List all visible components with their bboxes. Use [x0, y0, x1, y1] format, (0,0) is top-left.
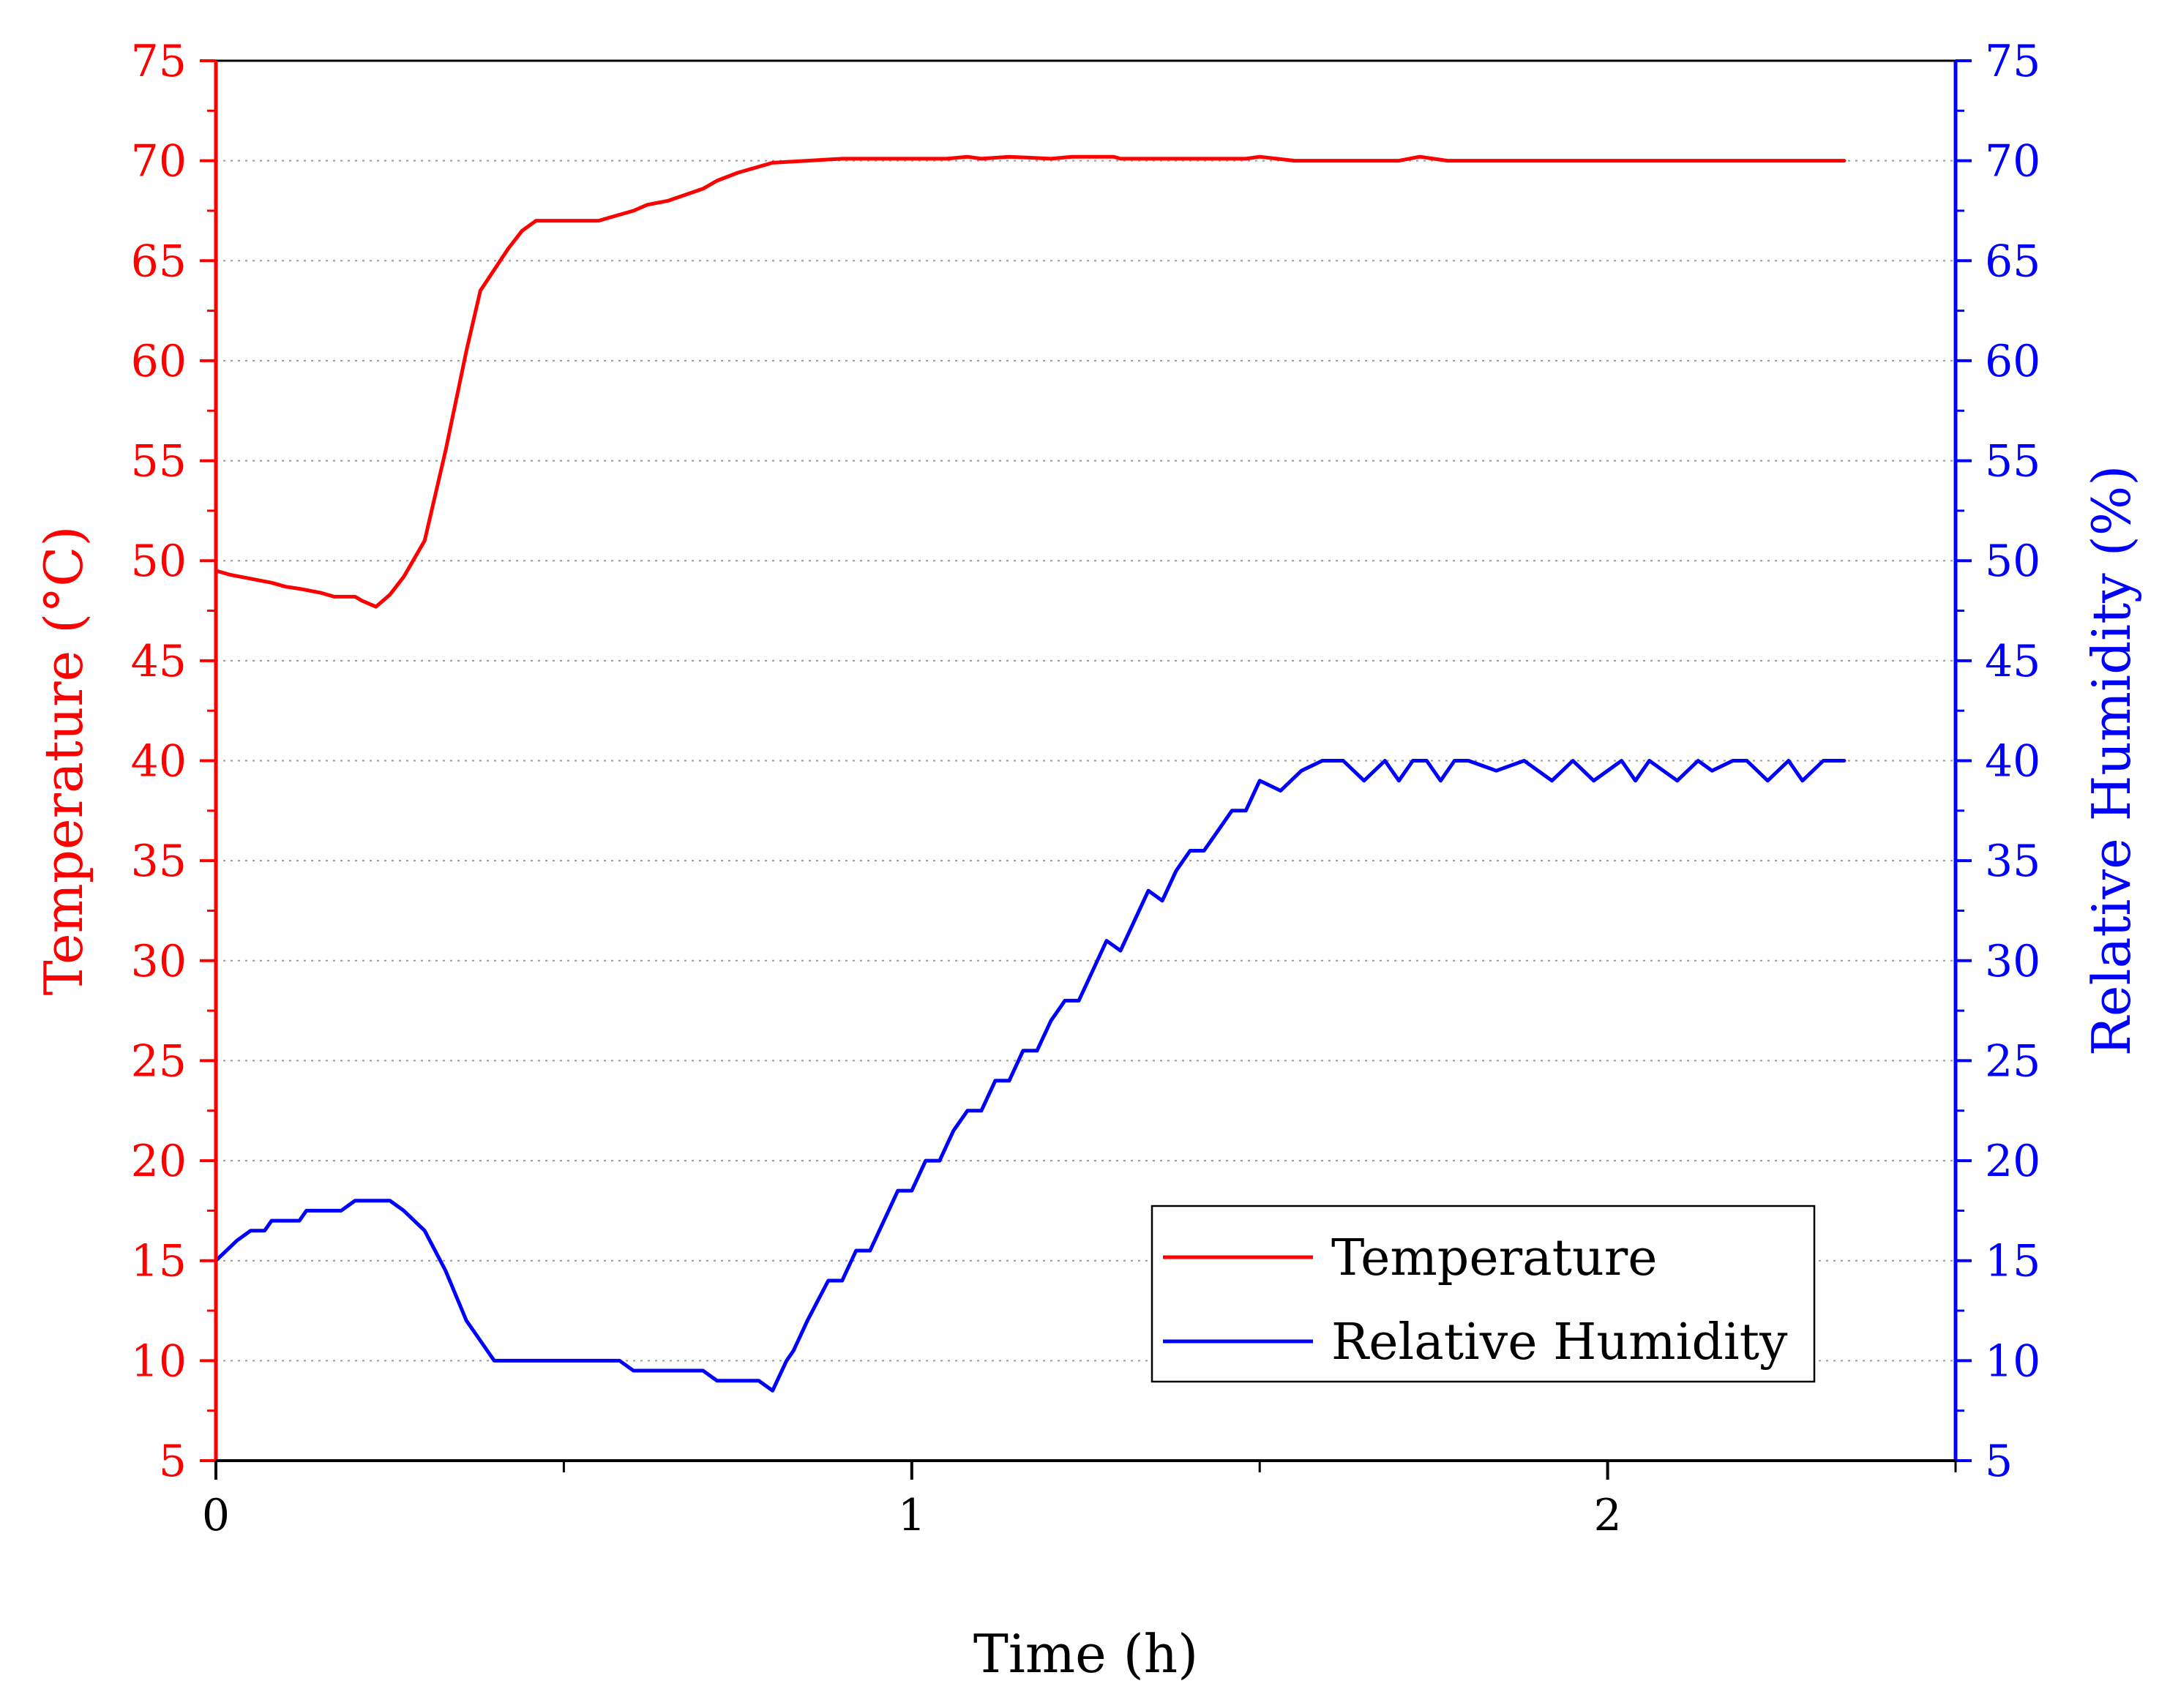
y-right-tick-label: 40 — [1985, 736, 2040, 787]
y-left-tick-label: 20 — [131, 1136, 187, 1187]
y-right-tick-label: 20 — [1985, 1136, 2040, 1187]
y-left-tick-label: 75 — [131, 36, 187, 87]
y-left-tick-label: 25 — [131, 1035, 187, 1087]
y-right-tick-label: 10 — [1985, 1336, 2040, 1387]
x-axis-title: Time (h) — [973, 1623, 1198, 1685]
y-left-tick-label: 30 — [131, 936, 187, 987]
series-line-temperature — [214, 154, 1847, 609]
y-left-tick-label: 70 — [131, 136, 187, 187]
x-tick-label: 2 — [1594, 1490, 1622, 1541]
y-axis-right-title: Relative Humidity (%) — [2081, 465, 2142, 1057]
y-left-tick-label: 5 — [159, 1436, 187, 1487]
series-line-relative-humidity — [214, 759, 1847, 1393]
y-right-tick-label: 70 — [1985, 136, 2040, 187]
y-left-tick-label: 60 — [131, 336, 187, 387]
y-left-tick-label: 55 — [131, 436, 187, 487]
y-axis-left-title: Temperature (°C) — [33, 526, 94, 996]
y-left-tick-label: 65 — [131, 236, 187, 287]
y-right-tick-label: 45 — [1985, 636, 2040, 687]
y-right-tick-label: 55 — [1985, 436, 2040, 487]
y-right-tick-label: 60 — [1985, 336, 2040, 387]
series-lines — [214, 154, 1847, 1393]
legend: Temperature Relative Humidity — [1151, 1205, 1816, 1383]
y-left-tick-label: 40 — [131, 736, 187, 787]
legend-label-temperature: Temperature — [1331, 1229, 1658, 1287]
y-left-tick-label: 45 — [131, 636, 187, 687]
y-right-tick-label: 15 — [1985, 1236, 2040, 1287]
legend-box — [1151, 1205, 1816, 1383]
y-right-tick-label: 30 — [1985, 936, 2040, 987]
y-right-tick-label: 50 — [1985, 536, 2040, 587]
y-left-tick-label: 10 — [131, 1336, 187, 1387]
y-right-tick-label: 35 — [1985, 836, 2040, 887]
y-left-tick-label: 50 — [131, 536, 187, 587]
y-right-tick-label: 5 — [1985, 1436, 2013, 1487]
legend-label-relative-humidity: Relative Humidity — [1331, 1314, 1788, 1371]
y-right-tick-label: 25 — [1985, 1035, 2040, 1087]
y-right-tick-label: 65 — [1985, 236, 2040, 287]
y-right-tick-label: 75 — [1985, 36, 2040, 87]
y-left-tick-label: 15 — [131, 1236, 187, 1287]
y-left-tick-label: 35 — [131, 836, 187, 887]
x-tick-label: 1 — [898, 1490, 926, 1541]
x-tick-label: 0 — [202, 1490, 230, 1541]
